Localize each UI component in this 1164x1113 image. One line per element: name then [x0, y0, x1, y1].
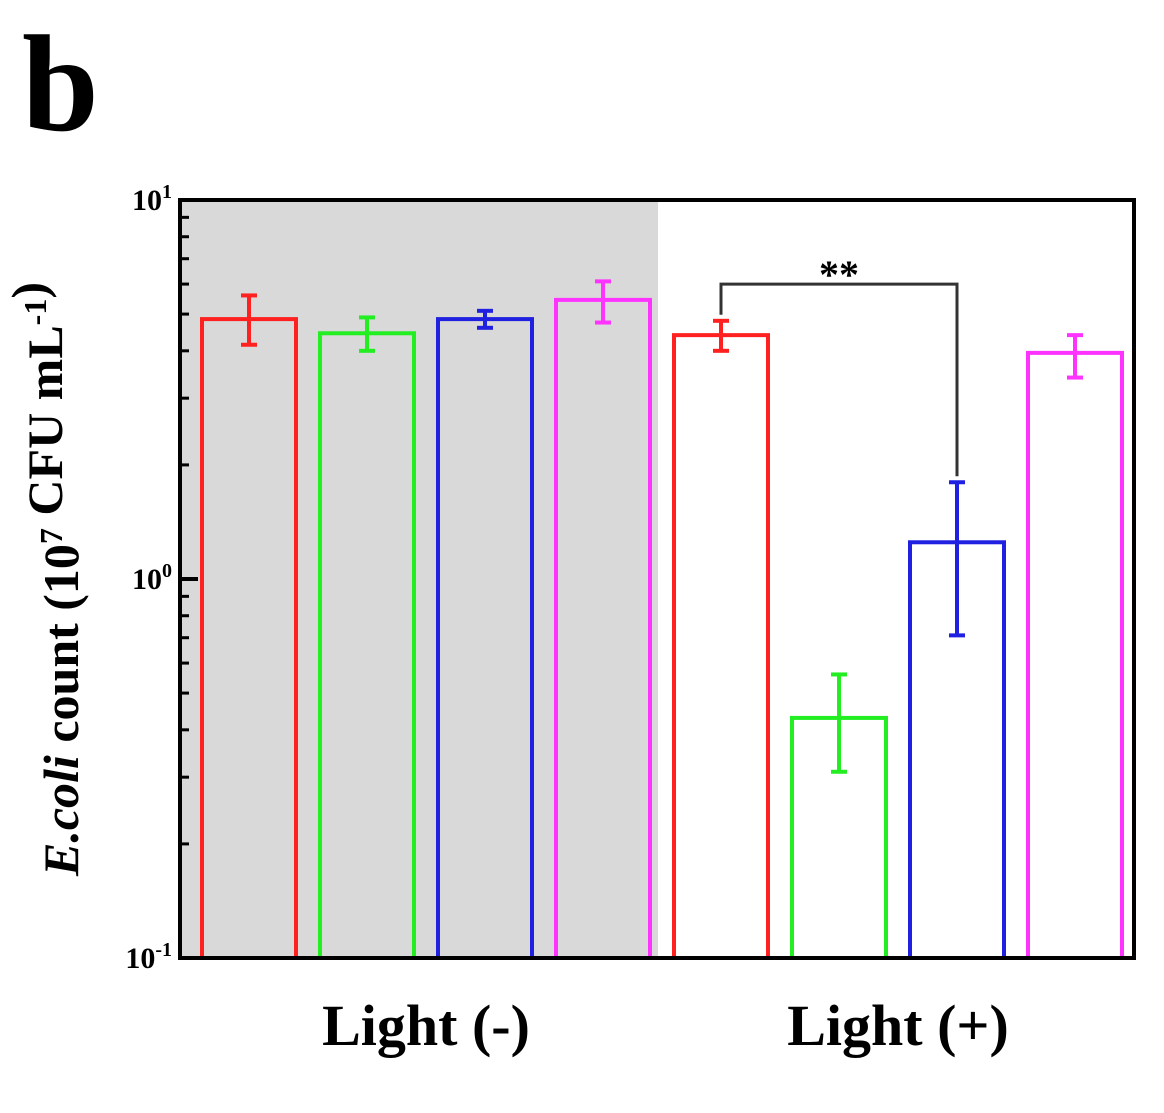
group-label-1: Light (+) [787, 993, 1009, 1058]
shaded-region-0 [180, 200, 658, 958]
y-tick-label-0: 10-1 [125, 939, 172, 975]
plot-area: ** 10-1 100 101 Light (-) Light (+) E.coli cou… [1, 181, 1136, 1058]
group-label-0: Light (-) [322, 993, 530, 1058]
bar-g1-b0 [672, 333, 770, 961]
panel-label: b [22, 7, 99, 160]
y-tick-label-2: 101 [132, 181, 172, 217]
bar-g1-b3 [1026, 350, 1124, 960]
y-axis-label: E.coli count (107 CFU mL-1) [1, 282, 89, 877]
significance-label: ** [819, 252, 859, 297]
y-tick-label-1: 100 [132, 560, 172, 596]
significance-bracket [719, 282, 959, 477]
